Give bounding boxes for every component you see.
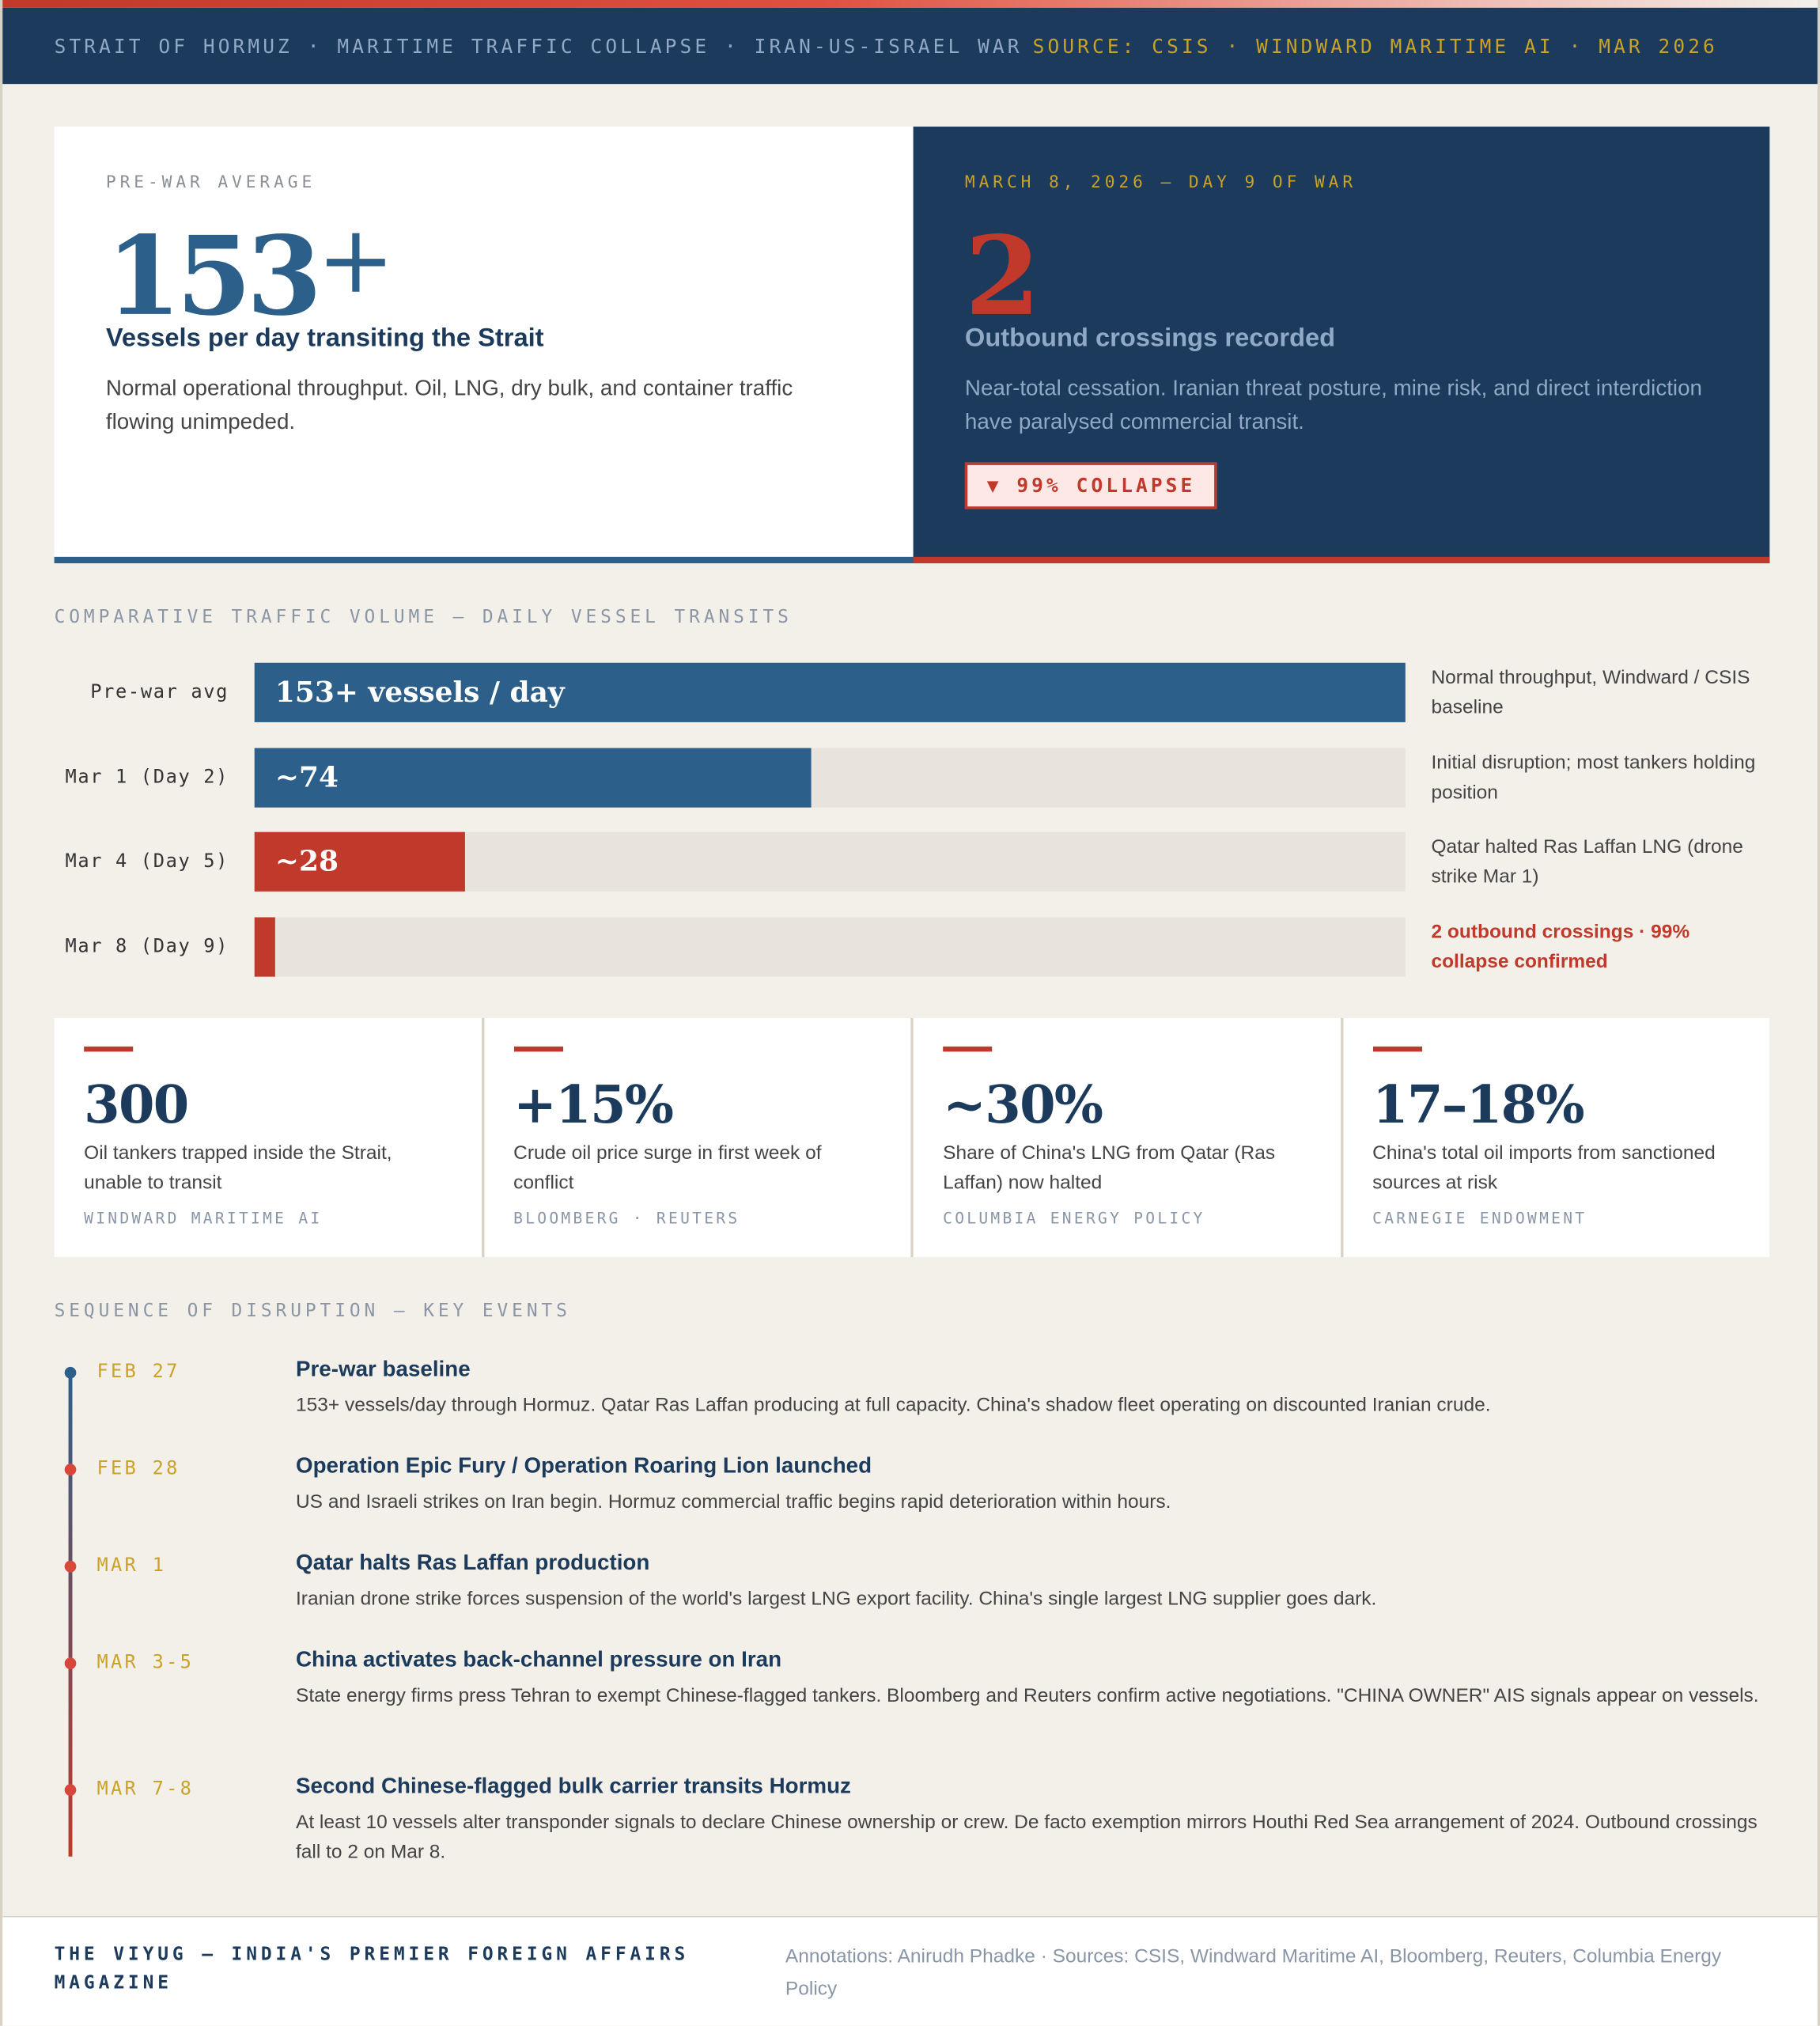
bar-note: Normal throughput, Windward / CSIS basel… <box>1431 666 1750 719</box>
stat-card: +15% Crude oil price surge in first week … <box>483 1017 911 1258</box>
current-panel: MARCH 8, 2026 — DAY 9 OF WAR 2 Outbound … <box>913 127 1770 564</box>
prewar-desc: Normal operational throughput. Oil, LNG,… <box>105 376 793 434</box>
event-title: China activates back-channel pressure on… <box>295 1647 782 1672</box>
stat-desc: Share of China's LNG from Qatar (Ras Laf… <box>943 1142 1276 1194</box>
collapse-badge: ▼ 99% COLLAPSE <box>964 462 1218 509</box>
current-headline: Outbound crossings recorded <box>964 324 1336 353</box>
timeline-dot <box>64 1366 77 1379</box>
bar-value-label: 153+ vessels / day <box>274 676 565 710</box>
bar-row: Mar 1 (Day 2) ~74 Initial disruption; mo… <box>55 747 1770 807</box>
timeline-dot <box>64 1560 77 1573</box>
footer-masthead: THE VIYUG — INDIA'S PREMIER FOREIGN AFFA… <box>54 1944 690 1994</box>
stat-source: COLUMBIA ENERGY POLICY <box>943 1209 1205 1228</box>
chart-title: COMPARATIVE TRAFFIC VOLUME — DAILY VESSE… <box>54 607 793 628</box>
prewar-headline: Vessels per day transiting the Strait <box>105 324 544 353</box>
stat-source: BLOOMBERG · REUTERS <box>513 1209 740 1228</box>
bar-track: 153+ vessels / day <box>254 662 1406 722</box>
bar-row: Mar 4 (Day 5) ~28 Qatar halted Ras Laffa… <box>55 831 1770 892</box>
timeline-event: FEB 28 Operation Epic Fury / Operation Ro… <box>55 1453 1770 1517</box>
bar-category-label: Pre-war avg <box>90 682 229 703</box>
accent-dash <box>943 1046 993 1052</box>
bar-note: 2 outbound crossings · 99% collapse conf… <box>1431 920 1690 972</box>
bar-category-label: Mar 1 (Day 2) <box>65 767 229 788</box>
stat-source: CARNEGIE ENDOWMENT <box>1372 1209 1587 1228</box>
bar-row: Mar 8 (Day 9) 2 outbound crossings · 99%… <box>55 916 1770 976</box>
bar: ~28 <box>254 831 465 892</box>
bar-track: ~74 <box>254 747 1406 807</box>
timeline-event: MAR 7-8 Second Chinese-flagged bulk carri… <box>55 1774 1770 1867</box>
event-date: MAR 7-8 <box>96 1778 195 1800</box>
bar <box>254 916 275 976</box>
event-body: At least 10 vessels alter transponder si… <box>295 1811 1758 1863</box>
stat-card: 17–18% China's total oil imports from san… <box>1342 1017 1770 1258</box>
bar-value-label: ~74 <box>274 760 339 794</box>
timeline-event: FEB 27 Pre-war baseline 153+ vessels/day t… <box>55 1357 1770 1420</box>
bar-category-label: Mar 8 (Day 9) <box>65 936 229 957</box>
event-body: US and Israeli strikes on Iran begin. Ho… <box>295 1490 1171 1513</box>
stat-value: 300 <box>84 1074 189 1136</box>
event-title: Qatar halts Ras Laffan production <box>295 1550 650 1575</box>
event-date: MAR 3-5 <box>96 1652 195 1673</box>
bar-row: Pre-war avg 153+ vessels / day Normal th… <box>55 662 1770 722</box>
current-desc: Near-total cessation. Iranian threat pos… <box>964 376 1702 434</box>
timeline-title: SEQUENCE OF DISRUPTION — KEY EVENTS <box>54 1301 571 1322</box>
bar-note: Initial disruption; most tankers holding… <box>1431 751 1756 803</box>
prewar-panel: PRE-WAR AVERAGE 153+ Vessels per day tra… <box>54 127 914 564</box>
stat-value: 17–18% <box>1372 1074 1584 1136</box>
timeline-event: MAR 1 Qatar halts Ras Laffan production Ir… <box>55 1551 1770 1614</box>
accent-dash <box>513 1046 563 1052</box>
event-date: MAR 1 <box>96 1555 167 1577</box>
header-bar: STRAIT OF HORMUZ · MARITIME TRAFFIC COLL… <box>2 7 1818 85</box>
timeline-dot <box>64 1784 77 1797</box>
stats-grid: 300 Oil tankers trapped inside the Strait… <box>54 1017 1770 1258</box>
bar-note: Qatar halted Ras Laffan LNG (drone strik… <box>1431 835 1743 888</box>
event-body: 153+ vessels/day through Hormuz. Qatar R… <box>295 1394 1491 1416</box>
stat-desc: China's total oil imports from sanctione… <box>1372 1142 1716 1194</box>
traffic-bar-chart: Pre-war avg 153+ vessels / day Normal th… <box>55 662 1770 1002</box>
event-title: Pre-war baseline <box>295 1356 471 1381</box>
bar: ~74 <box>254 747 812 807</box>
event-body: Iranian drone strike forces suspension o… <box>295 1588 1377 1610</box>
stat-value: +15% <box>513 1074 674 1136</box>
event-body: State energy firms press Tehran to exemp… <box>295 1684 1759 1707</box>
top-accent-stripe <box>2 0 1818 8</box>
current-value: 2 <box>964 211 1040 340</box>
prewar-kicker: PRE-WAR AVERAGE <box>105 172 316 193</box>
header-source: SOURCE: CSIS · WINDWARD MARITIME AI · MA… <box>1032 34 1718 58</box>
footer: THE VIYUG — INDIA'S PREMIER FOREIGN AFFA… <box>2 1915 1818 2026</box>
timeline-event: MAR 3-5 China activates back-channel pres… <box>55 1647 1770 1710</box>
hero-comparison: PRE-WAR AVERAGE 153+ Vessels per day tra… <box>54 127 1770 564</box>
current-kicker: MARCH 8, 2026 — DAY 9 OF WAR <box>964 172 1357 193</box>
stat-desc: Oil tankers trapped inside the Strait, u… <box>84 1142 392 1194</box>
bar-value-label: ~28 <box>274 845 339 879</box>
stat-card: 300 Oil tankers trapped inside the Strait… <box>54 1017 482 1258</box>
timeline-dot <box>64 1464 77 1476</box>
event-date: FEB 27 <box>96 1361 180 1383</box>
stat-source: WINDWARD MARITIME AI <box>84 1209 323 1228</box>
timeline-line <box>68 1372 73 1857</box>
event-date: FEB 28 <box>96 1458 180 1479</box>
bar-category-label: Mar 4 (Day 5) <box>65 851 229 873</box>
bar: 153+ vessels / day <box>254 662 1406 722</box>
accent-dash <box>1372 1046 1422 1052</box>
event-title: Operation Epic Fury / Operation Roaring … <box>295 1453 872 1479</box>
header-title: STRAIT OF HORMUZ · MARITIME TRAFFIC COLL… <box>54 34 1023 58</box>
accent-dash <box>84 1046 134 1052</box>
stat-card: ~30% Share of China's LNG from Qatar (Ras… <box>913 1017 1341 1258</box>
prewar-suffix: + <box>316 205 395 314</box>
footer-annotations: Annotations: Anirudh Phadke · Sources: C… <box>785 1945 1722 2001</box>
timeline-dot <box>64 1657 77 1669</box>
stat-value: ~30% <box>943 1074 1103 1136</box>
bar-track: ~28 <box>254 831 1406 892</box>
event-title: Second Chinese-flagged bulk carrier tran… <box>295 1774 851 1799</box>
stat-desc: Crude oil price surge in first week of c… <box>513 1142 822 1194</box>
prewar-number: 153 <box>105 211 322 340</box>
bar-track <box>254 916 1406 976</box>
prewar-value: 153+ <box>106 213 861 331</box>
